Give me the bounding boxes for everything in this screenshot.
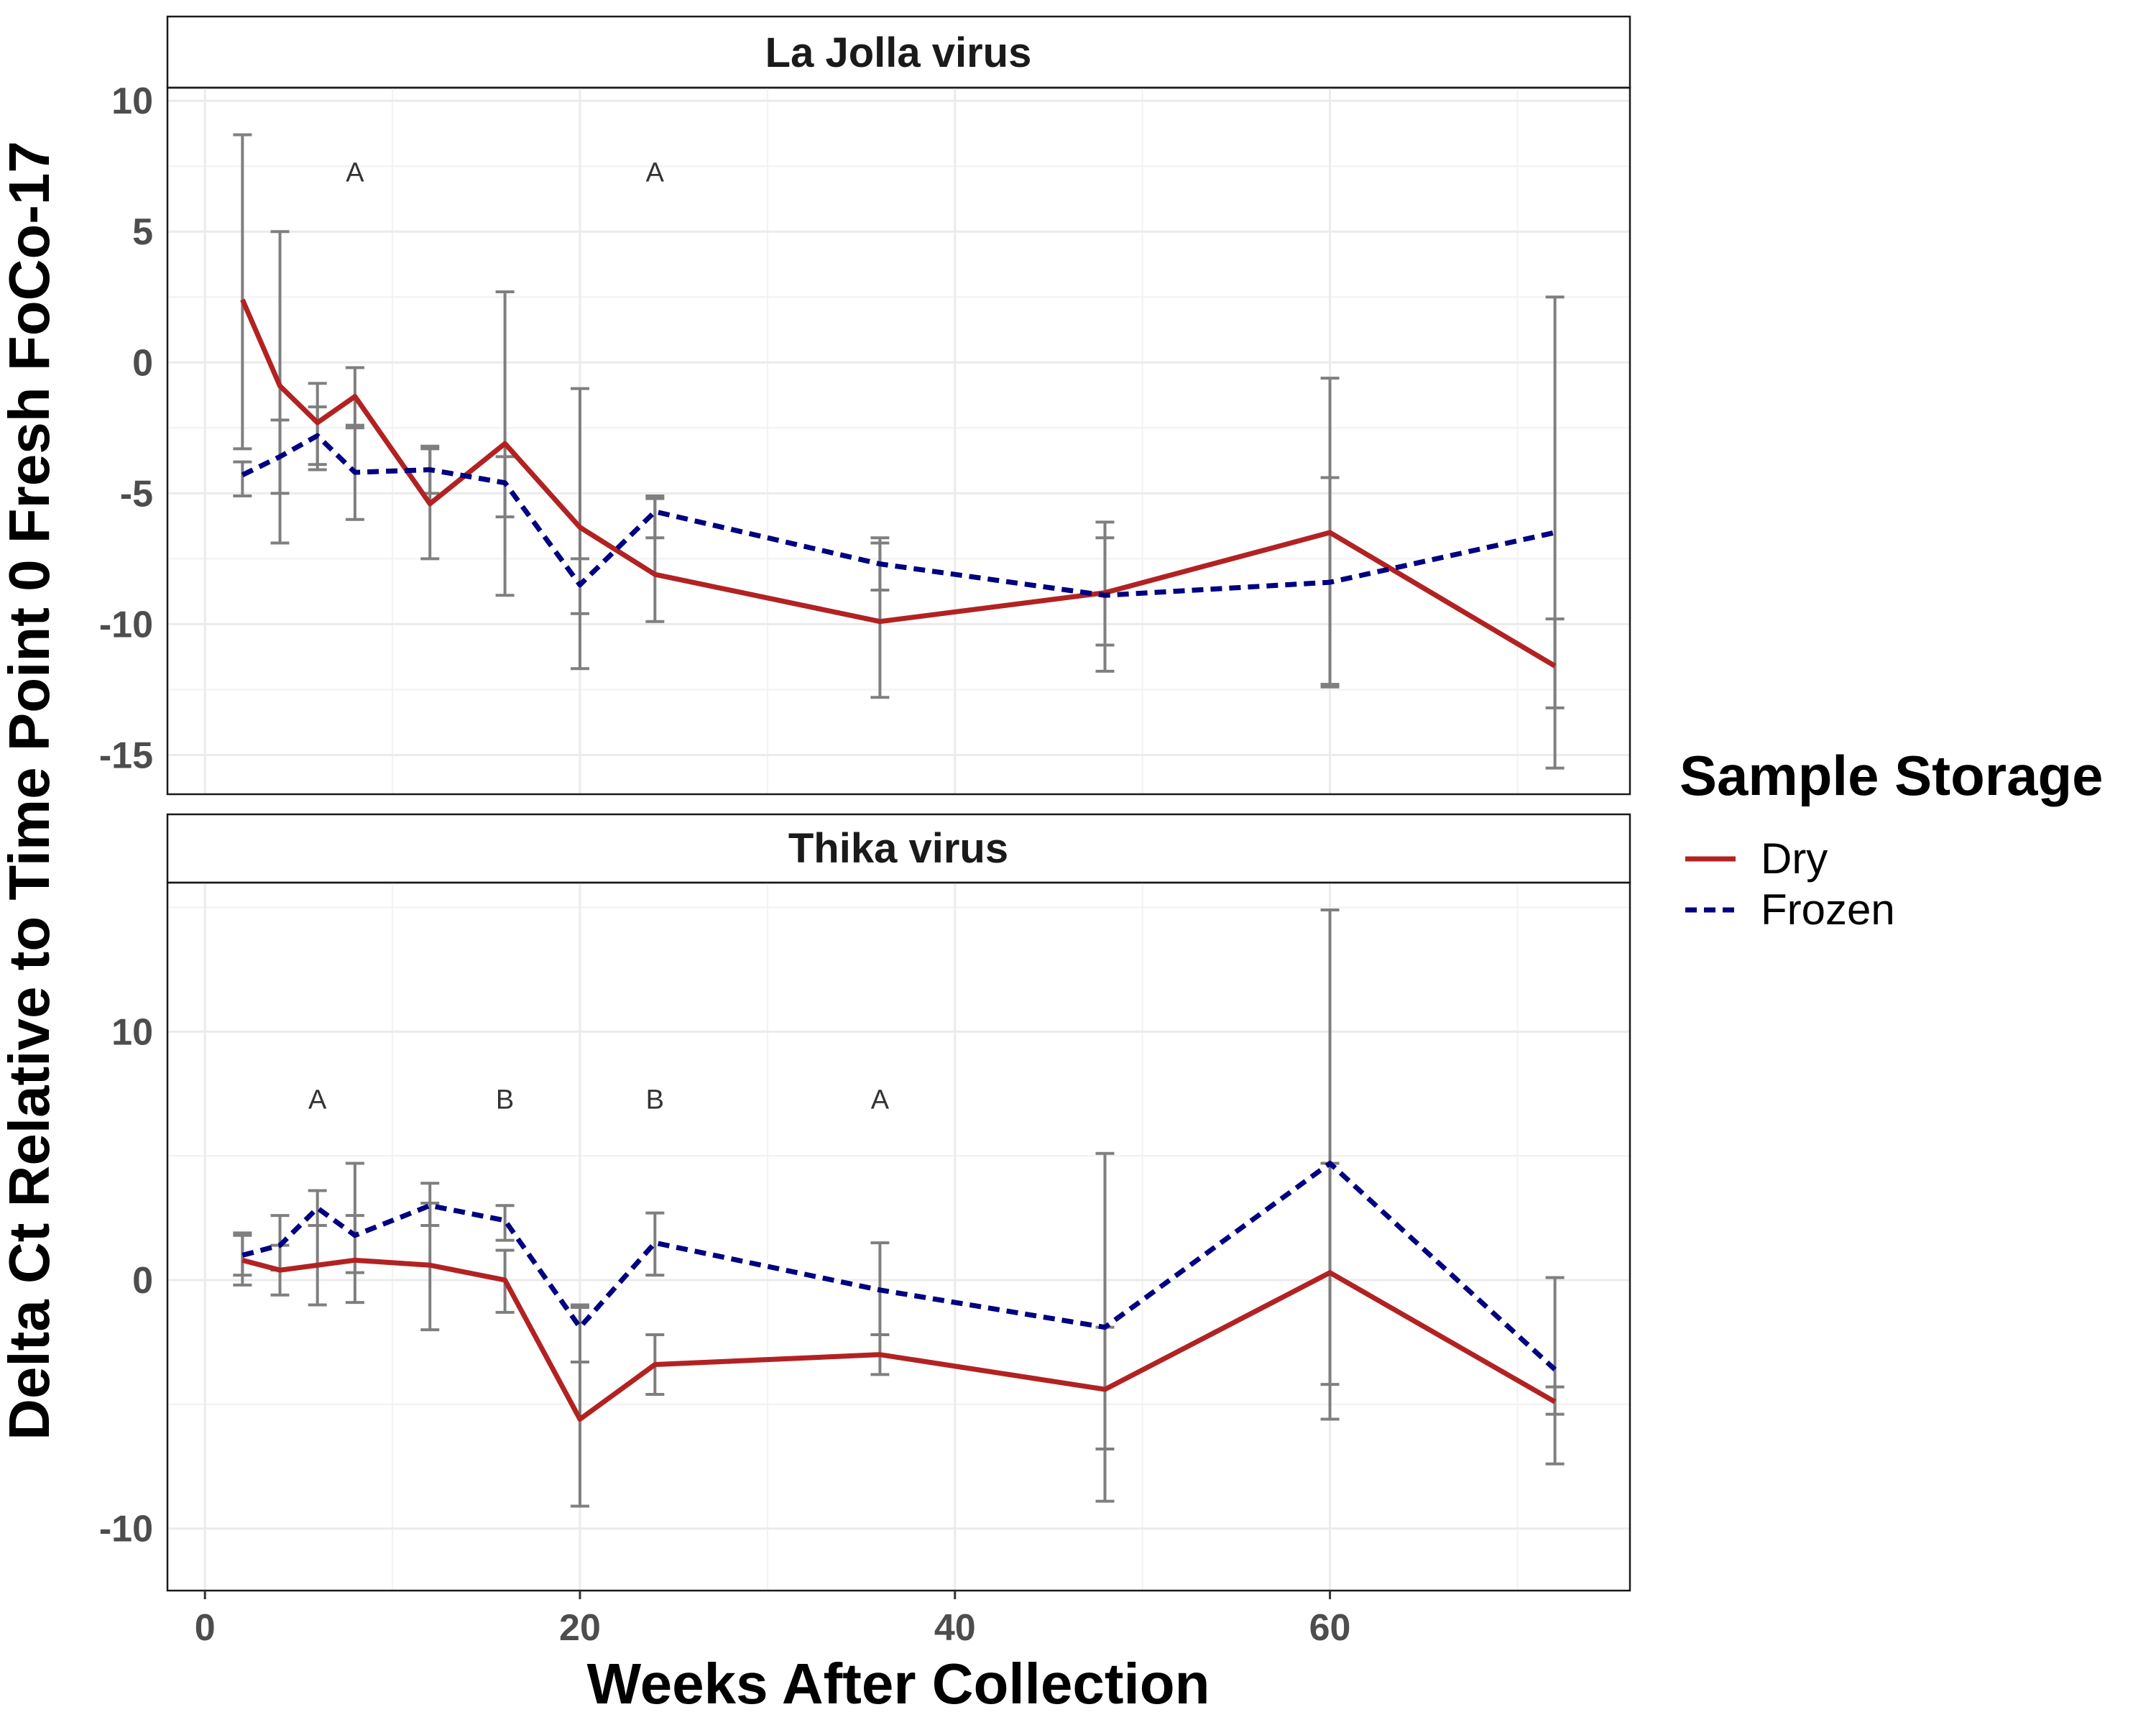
strip-background — [166, 813, 1631, 884]
panel-title: Thika virus — [788, 825, 1008, 872]
legend-title: Sample Storage — [1680, 744, 2104, 807]
significance-label: B — [496, 1085, 514, 1116]
significance-label: A — [871, 1085, 890, 1116]
x-tick-label: 20 — [559, 1607, 601, 1649]
significance-label: B — [646, 1085, 664, 1116]
panel-title: La Jolla virus — [765, 29, 1032, 76]
y-axis-title: Delta Ct Relative to Time Point 0 Fresh … — [0, 141, 61, 1440]
y-tick-label: -5 — [120, 473, 153, 515]
significance-label: A — [308, 1085, 327, 1116]
y-tick-label: 10 — [111, 1011, 153, 1053]
panel-border — [166, 881, 1631, 1592]
x-axis-title: Weeks After Collection — [587, 1652, 1210, 1716]
legend-label-dry: Dry — [1761, 834, 1828, 883]
y-tick-label: 10 — [111, 80, 153, 122]
y-tick-label: 0 — [132, 342, 153, 384]
series-line-frozen — [241, 1161, 1557, 1371]
y-tick-label: 0 — [132, 1260, 153, 1302]
x-tick-label: 60 — [1309, 1607, 1351, 1649]
legend-label-frozen: Frozen — [1761, 886, 1895, 934]
significance-label: A — [646, 158, 665, 188]
panel-thika-virus: Thika virus A B B A -10 0 10 — [99, 813, 1631, 1592]
panel-la-jolla-virus: La Jolla virus A A -15 -10 -5 0 5 10 — [99, 15, 1631, 796]
series-line-dry — [241, 1257, 1557, 1422]
series-line-dry — [240, 298, 1557, 668]
x-tick-label: 40 — [934, 1607, 976, 1649]
y-tick-label: -10 — [99, 1509, 153, 1550]
x-tick-label: 0 — [195, 1607, 216, 1649]
y-tick-label: 5 — [132, 211, 153, 253]
y-tick-label: -10 — [99, 604, 153, 645]
y-tick-label: -15 — [99, 735, 153, 776]
significance-label: A — [346, 158, 364, 188]
strip-background — [166, 15, 1631, 89]
series-line-frozen — [241, 433, 1556, 598]
legend: Sample Storage Dry Frozen — [1680, 744, 2104, 934]
x-axis: 0 20 40 60 — [195, 1591, 1351, 1649]
panel-border — [166, 86, 1631, 796]
